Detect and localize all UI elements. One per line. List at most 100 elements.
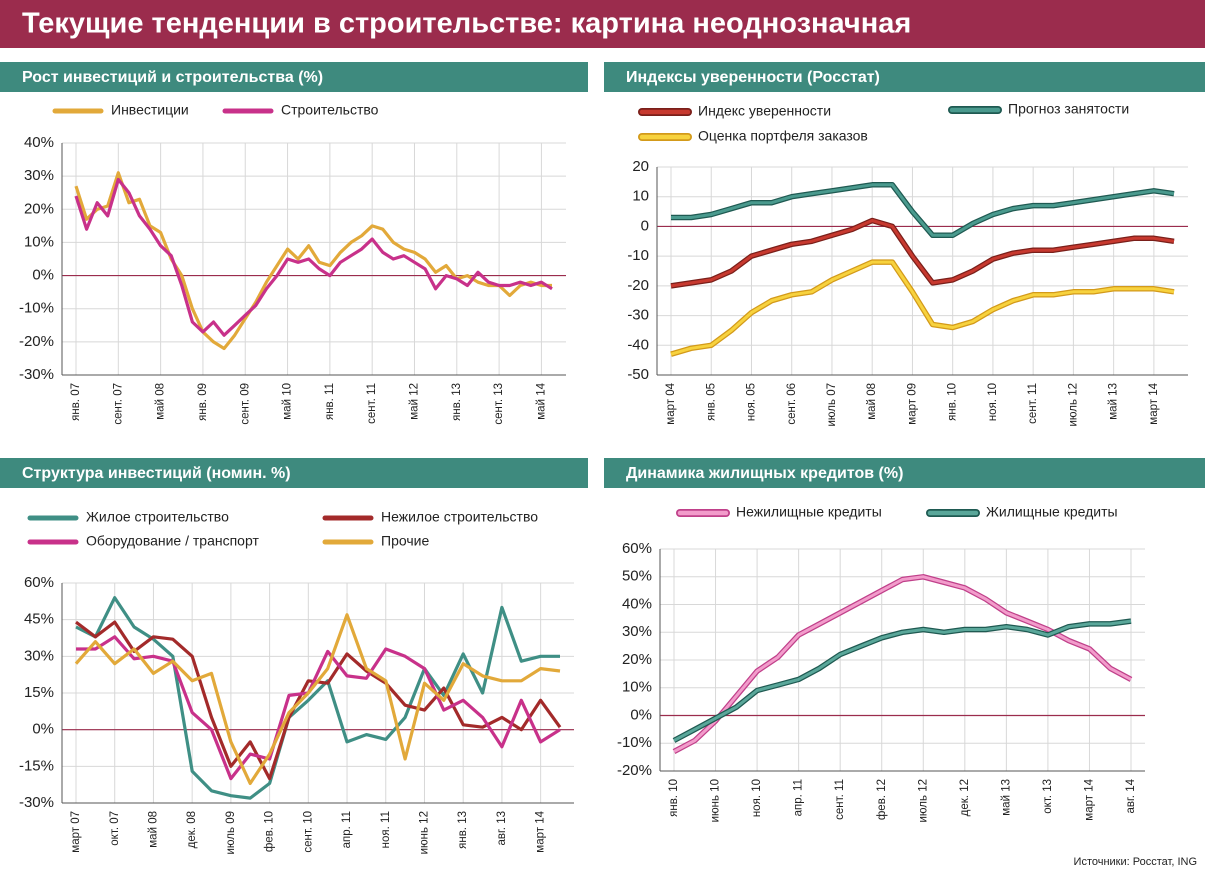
x-tick-label: ноя. 11	[380, 811, 392, 848]
x-tick-label: ноя. 10	[751, 779, 763, 817]
x-tick-label: сент. 11	[834, 779, 846, 820]
x-tick-label: апр. 11	[793, 779, 805, 816]
y-tick-label: 60%	[24, 574, 54, 591]
x-tick-label: май 08	[147, 811, 159, 848]
y-tick-label: -30	[627, 307, 649, 324]
chart-title: Индексы уверенности (Росстат)	[626, 69, 880, 86]
series-line	[75, 620, 562, 781]
y-tick-label: 40%	[24, 134, 54, 151]
x-tick-label: июнь 12	[419, 811, 431, 854]
x-tick-label: фев. 10	[264, 811, 276, 852]
x-tick-label: сент. 11	[1027, 383, 1039, 424]
x-tick-label: дек. 08	[186, 811, 198, 848]
series-line	[74, 177, 553, 337]
x-tick-label: май 08	[866, 383, 878, 420]
y-tick-label: 0%	[630, 706, 652, 723]
series-line	[673, 619, 1132, 742]
x-tick-label: май 08	[155, 383, 167, 420]
y-tick-label: 0%	[32, 721, 54, 738]
x-tick-label: сент. 06	[786, 383, 798, 425]
legend-label: Оборудование / транспорт	[86, 533, 259, 549]
y-tick-label: 20%	[24, 200, 54, 217]
series-line	[670, 260, 1175, 356]
y-tick-label: -50	[627, 366, 649, 383]
y-tick-label: 15%	[24, 684, 54, 701]
legend-label: Прочие	[381, 533, 429, 549]
page-title: Текущие тенденции в строительстве: карти…	[22, 8, 911, 40]
x-tick-label: окт. 07	[109, 811, 121, 846]
x-tick-label: март 04	[665, 382, 677, 424]
x-tick-label: май 13	[1000, 779, 1012, 816]
x-tick-label: ноя. 05	[746, 383, 758, 421]
x-tick-label: март 14	[1083, 778, 1095, 820]
panel-header	[604, 62, 1205, 92]
y-tick-label: 45%	[24, 611, 54, 628]
x-tick-label: март 07	[70, 811, 82, 853]
panel-header	[0, 458, 588, 488]
series-line	[75, 596, 560, 800]
y-tick-label: 20	[632, 158, 649, 175]
x-tick-label: янв. 10	[668, 779, 680, 817]
x-tick-label: май 13	[1108, 383, 1120, 420]
series-line	[76, 635, 561, 781]
series-line	[74, 171, 552, 351]
series-line	[673, 575, 1132, 753]
y-tick-label: 10%	[622, 679, 652, 696]
x-tick-label: янв. 07	[70, 383, 82, 421]
legend-label: Жилищные кредиты	[986, 504, 1118, 520]
y-tick-label: -10%	[617, 734, 652, 751]
x-tick-label: фев. 12	[876, 779, 888, 820]
x-tick-label: март 14	[1148, 382, 1160, 424]
y-tick-label: -10	[627, 247, 649, 264]
panel-header	[604, 458, 1205, 488]
x-tick-label: июль 09	[225, 811, 237, 854]
x-tick-label: июль 12	[917, 779, 929, 822]
series-line-outline	[671, 182, 1175, 239]
x-tick-label: дек. 12	[959, 779, 971, 816]
y-tick-label: -30%	[19, 794, 54, 811]
series-line	[671, 183, 1175, 237]
series-line	[670, 219, 1175, 288]
legend-label: Индекс уверенности	[698, 103, 831, 119]
x-tick-label: авг. 13	[496, 811, 508, 845]
legend-label: Прогноз занятости	[1008, 101, 1129, 117]
panel-header	[0, 62, 588, 92]
x-tick-label: март 14	[535, 810, 547, 852]
y-tick-label: 30%	[24, 167, 54, 184]
y-tick-label: 60%	[622, 540, 652, 557]
y-tick-label: 0%	[32, 267, 54, 284]
y-tick-label: 30%	[24, 647, 54, 664]
y-tick-label: 40%	[622, 595, 652, 612]
x-tick-label: май 10	[282, 383, 294, 420]
y-tick-label: 20%	[622, 651, 652, 668]
x-tick-label: июль 07	[826, 383, 838, 426]
series-line-outline	[672, 574, 1133, 755]
y-tick-label: 10%	[24, 233, 54, 250]
x-tick-label: апр. 11	[341, 811, 353, 848]
legend-label: Нежилищные кредиты	[736, 504, 882, 520]
x-tick-label: июль 12	[1067, 383, 1079, 426]
y-tick-label: -20	[627, 277, 649, 294]
series-line	[74, 613, 561, 785]
x-tick-label: окт. 13	[1042, 779, 1054, 814]
x-tick-label: сент. 11	[366, 383, 378, 424]
y-tick-label: -40	[627, 336, 649, 353]
x-tick-label: май 12	[409, 383, 421, 420]
y-tick-label: 30%	[622, 623, 652, 640]
x-tick-label: янв. 10	[947, 383, 959, 421]
legend-label: Жилое строительство	[86, 509, 229, 525]
y-tick-label: 50%	[622, 568, 652, 585]
source-note: Источники: Росстат, ING	[1074, 856, 1197, 868]
x-tick-label: янв. 13	[457, 811, 469, 849]
x-tick-label: сент. 07	[112, 383, 124, 425]
y-tick-label: 10	[632, 188, 649, 205]
y-tick-label: -10%	[19, 300, 54, 317]
x-tick-label: сент. 13	[493, 383, 505, 425]
y-tick-label: -15%	[19, 757, 54, 774]
legend-label: Строительство	[281, 102, 379, 118]
x-tick-label: июнь 10	[710, 779, 722, 822]
x-tick-label: сент. 09	[239, 383, 251, 425]
x-tick-label: янв. 13	[451, 383, 463, 421]
